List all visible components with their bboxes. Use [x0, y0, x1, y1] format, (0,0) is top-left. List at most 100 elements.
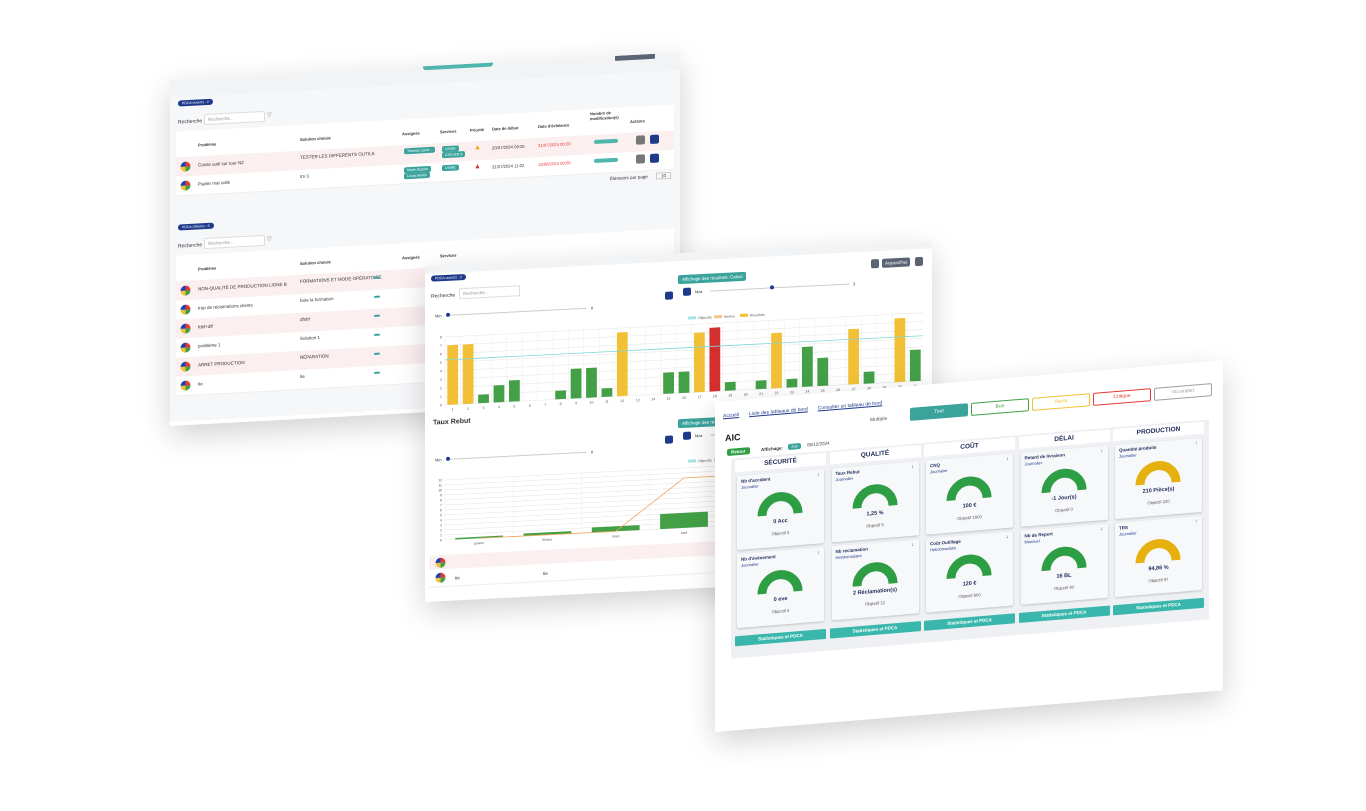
filter-button[interactable]: Critique: [1093, 388, 1151, 406]
bar: [801, 346, 813, 387]
x-tick-label: 8: [560, 402, 562, 406]
slider-track: [710, 283, 850, 292]
wheel-part: [180, 304, 186, 310]
breadcrumb-link[interactable]: Consulter un tableau de bord: [817, 400, 883, 412]
x-tick-label: 23: [790, 390, 794, 394]
priority-icon: ▲: [474, 144, 481, 152]
legend-label: Alertes: [724, 314, 735, 319]
wheel-part: [185, 385, 191, 391]
display-chip[interactable]: Jour: [788, 442, 801, 450]
x-tick-label: mars: [612, 534, 620, 538]
legend-label: Résultats: [750, 313, 765, 318]
zoom-button[interactable]: [683, 287, 691, 296]
wheel-part: [180, 366, 186, 372]
y-tick-label: 8: [440, 498, 442, 502]
pdca-wheel: [180, 304, 191, 315]
x-tick-label: 5: [513, 404, 515, 408]
bar: [863, 371, 875, 384]
assignee-chip: [374, 333, 380, 336]
x-tick-label: 3: [483, 406, 485, 410]
filter-button[interactable]: Incomplet: [1154, 383, 1212, 401]
x-tick-label: 2: [467, 407, 469, 411]
slider-knob[interactable]: [446, 312, 450, 317]
x-tick-label: 18: [713, 394, 717, 398]
pdca-wheel: [180, 180, 191, 191]
grid-line: [445, 329, 923, 355]
x-tick-label: 25: [821, 389, 825, 393]
y-tick-label: 8: [440, 335, 442, 339]
legend-swatch: [688, 316, 696, 320]
min-label: Min: [435, 457, 442, 463]
y-tick-label: 2: [440, 386, 442, 390]
breadcrumb-link[interactable]: Accueil: [723, 412, 740, 420]
x-tick-label: avril: [681, 531, 688, 535]
back-button[interactable]: Retour: [727, 447, 750, 457]
wheel-part: [185, 285, 191, 291]
gauge-arc: [1135, 539, 1181, 564]
bar: [786, 378, 798, 388]
today-button[interactable]: Aujourd'hui: [882, 257, 911, 268]
action-button[interactable]: [650, 153, 659, 164]
wheel-part: [440, 577, 446, 583]
bar: [601, 388, 613, 398]
legend-swatch: [714, 314, 722, 319]
gauge-arc: [1135, 461, 1181, 486]
objective-line: [445, 335, 923, 361]
x-tick-label: 27: [852, 387, 856, 391]
min-label: Min: [435, 313, 442, 319]
zoom-button[interactable]: [683, 431, 691, 440]
filter-button[interactable]: Alerte: [1032, 393, 1090, 411]
per-page-select[interactable]: 10: [656, 171, 672, 180]
wheel-part: [185, 361, 191, 367]
action-button[interactable]: [650, 134, 659, 145]
bar: [447, 344, 459, 405]
solution: tie: [300, 373, 305, 379]
zoom-button[interactable]: [665, 435, 673, 444]
trend-arrow: ↓: [911, 463, 915, 470]
pdca-wheel: [180, 285, 191, 296]
pdca-wheel: [180, 380, 191, 391]
wheel-part: [180, 290, 186, 296]
x-tick-label: 22: [775, 391, 779, 395]
x-tick-label: 7: [544, 403, 546, 407]
date-input[interactable]: 05/12/2024: [807, 440, 830, 448]
wheel-part: [185, 161, 191, 167]
y-tick-label: 3: [440, 378, 442, 382]
slider-knob[interactable]: [446, 456, 450, 461]
bar: [591, 525, 640, 533]
wheel-part: [180, 285, 186, 291]
slider-track: [447, 307, 587, 316]
gauge-arc: [1041, 546, 1086, 572]
solution: trs 3: [300, 173, 309, 179]
slider-knob[interactable]: [770, 285, 774, 290]
y-tick-label: 0: [440, 538, 442, 542]
x-tick-label: 14: [651, 397, 655, 401]
gauge: [852, 562, 897, 587]
bar: [493, 384, 505, 403]
search-input[interactable]: Recherche...: [459, 285, 520, 300]
x-tick-label: 26: [836, 388, 840, 392]
filter-button[interactable]: Bon: [971, 398, 1029, 416]
action-button[interactable]: [636, 154, 645, 164]
trend-arrow: ↓: [817, 471, 820, 478]
grid-line: [445, 380, 923, 406]
x-tick-label: 10: [590, 400, 594, 404]
wheel-part: [180, 385, 186, 391]
y-tick-label: 11: [438, 483, 442, 487]
nav-button[interactable]: [915, 256, 923, 267]
x-tick-label: 19: [728, 393, 732, 397]
wheel-part: [440, 562, 446, 568]
nav-button[interactable]: [871, 259, 879, 269]
wheel-part: [180, 185, 186, 191]
x-tick-label: 4: [498, 405, 500, 409]
service-chip: ATELIER A: [442, 150, 466, 159]
gauge: [757, 570, 803, 595]
filter-button[interactable]: Tout: [910, 403, 968, 421]
action-button[interactable]: [636, 135, 645, 145]
zoom-button[interactable]: [665, 291, 673, 300]
pdca-wheel: [180, 342, 191, 353]
result-button[interactable]: Affichage des résultats: Calcul: [678, 271, 747, 285]
wheel-part: [440, 557, 446, 563]
breadcrumb-link[interactable]: Liste des tableaux de bord: [749, 406, 808, 418]
y-tick-label: 1: [440, 533, 442, 537]
